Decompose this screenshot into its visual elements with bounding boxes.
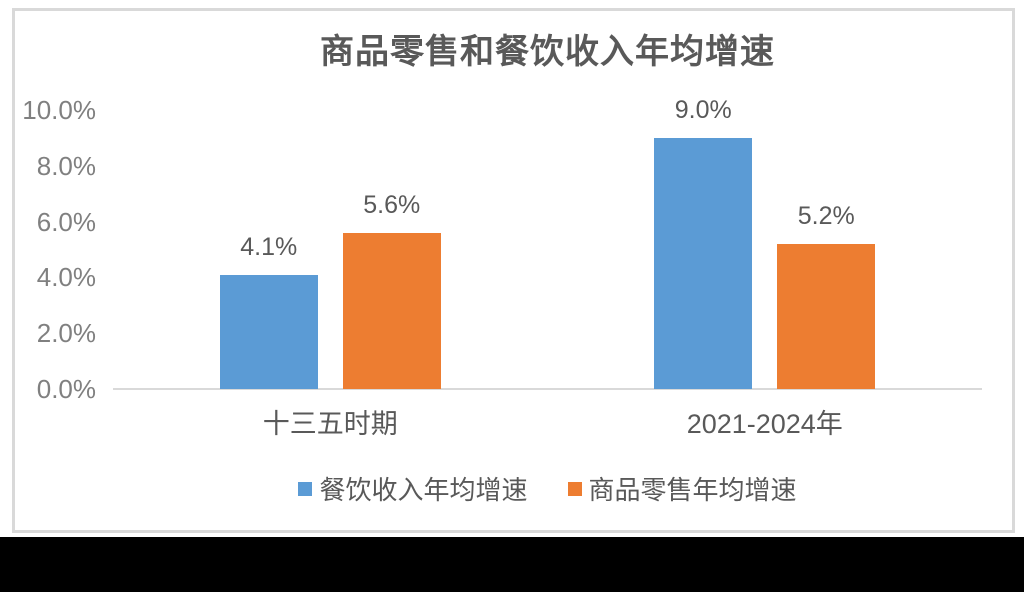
legend-item-goods-retail-growth: 商品零售年均增速 — [567, 470, 797, 507]
data-label-goods-retail-growth-group2: 5.2% — [797, 201, 855, 230]
category-label-2: 2021-2024年 — [686, 409, 843, 439]
data-label-catering-income-growth-group2: 9.0% — [674, 95, 732, 124]
legend-label: 商品零售年均增速 — [588, 475, 797, 505]
y-tick-6.0%: 6.0% — [36, 206, 96, 237]
x-axis-line — [113, 388, 982, 390]
y-tick-8.0%: 8.0% — [36, 150, 96, 181]
y-tick-10.0%: 10.0% — [22, 95, 96, 125]
y-tick-2.0%: 2.0% — [36, 318, 96, 349]
legend-label: 餐饮收入年均增速 — [319, 475, 528, 505]
bar-goods-retail-growth-group1 — [342, 232, 441, 389]
y-tick-4.0%: 4.0% — [36, 262, 96, 293]
data-label-goods-retail-growth-group1: 5.6% — [363, 190, 421, 219]
bar-catering-income-growth-group1 — [219, 274, 318, 389]
bar-goods-retail-growth-group2 — [777, 243, 876, 389]
legend-swatch-icon — [567, 481, 582, 496]
y-tick-0.0%: 0.0% — [36, 374, 96, 404]
category-label-1: 十三五时期 — [262, 409, 398, 439]
bar-catering-income-growth-group2 — [654, 137, 753, 389]
data-label-catering-income-growth-group1: 4.1% — [240, 232, 298, 261]
legend-swatch-icon — [298, 481, 313, 496]
legend-item-catering-income-growth: 餐饮收入年均增速 — [298, 470, 528, 507]
chart-title: 商品零售和餐饮收入年均增速 — [320, 33, 775, 71]
letterbox-bottom-bar — [0, 537, 1024, 592]
chart-legend: 餐饮收入年均增速 商品零售年均增速 — [113, 470, 982, 507]
